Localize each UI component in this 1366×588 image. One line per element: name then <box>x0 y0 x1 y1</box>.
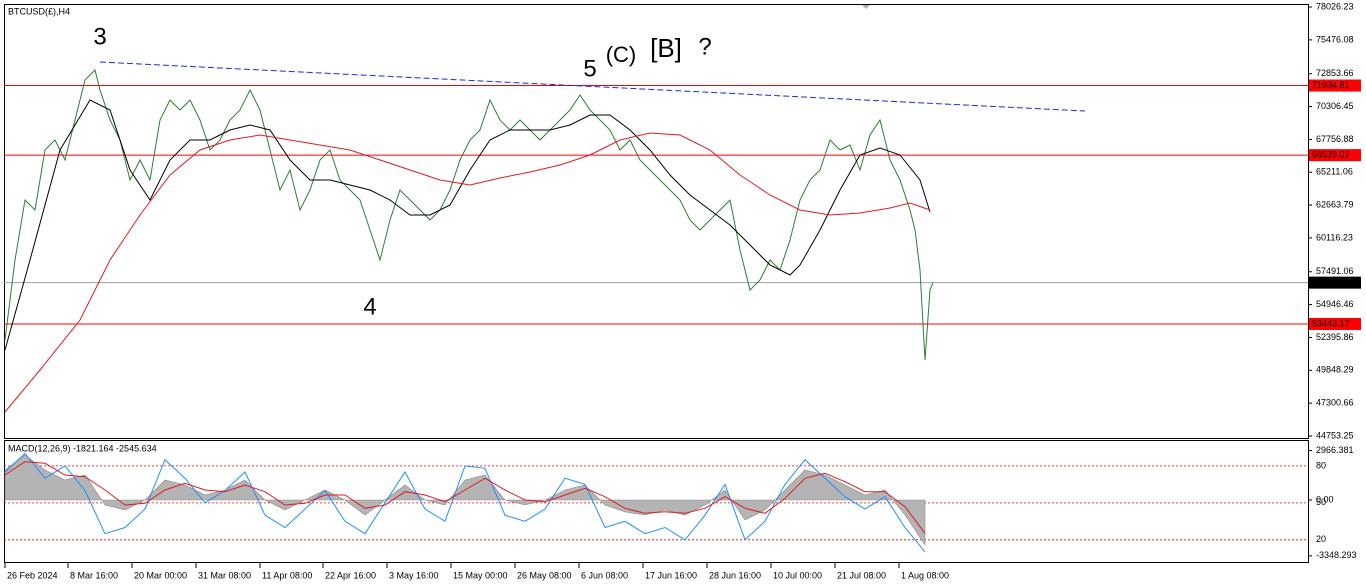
price-line <box>4 69 934 361</box>
indicator-title: MACD(12,26,9) -1821.164 -2545.634 <box>8 443 157 453</box>
wave-label: 5 <box>583 55 596 82</box>
trendline <box>99 61 1086 112</box>
x-tick-label: 6 Jun 08:00 <box>581 570 628 580</box>
x-tick-label: 8 Mar 16:00 <box>70 570 118 580</box>
wave-label: 4 <box>363 293 376 320</box>
y-tick-label: 0.00 <box>1316 494 1334 504</box>
y-tick-label: -3348.293 <box>1316 550 1357 560</box>
indicator-line <box>4 452 926 553</box>
wave-label: 3 <box>93 23 106 50</box>
x-tick-label: 1 Aug 08:00 <box>901 570 949 580</box>
x-tick-label: 10 Jul 00:00 <box>773 570 822 580</box>
y-tick-label: 72853.66 <box>1316 68 1354 78</box>
y-tick-label: 2966.381 <box>1316 445 1354 455</box>
wave-label: (C) <box>606 42 637 67</box>
y-tick-label: 60116.23 <box>1316 232 1353 242</box>
x-tick-label: 15 May 00:00 <box>453 570 508 580</box>
x-tick-label: 11 Apr 08:00 <box>262 570 312 580</box>
price-level-label: 71934.81 <box>1312 80 1350 90</box>
shift-marker <box>862 5 870 9</box>
x-tick-label: 22 Apr 16:00 <box>325 570 376 580</box>
histogram-area <box>4 454 926 546</box>
price-level-label: 56648.30 <box>1312 277 1350 287</box>
main-panel-frame <box>4 4 1309 439</box>
y-tick-label: 54946.46 <box>1316 299 1354 309</box>
x-tick-label: 3 May 16:00 <box>389 570 439 580</box>
y-tick-label: 65211.06 <box>1316 167 1353 177</box>
indicator-panel-frame <box>4 440 1309 563</box>
y2-tick-label: 50 <box>1316 497 1326 507</box>
y-tick-label: 49848.29 <box>1316 365 1354 375</box>
y-tick-label: 47300.66 <box>1316 398 1354 408</box>
y-tick-label: 70306.45 <box>1316 101 1354 111</box>
price-level-tag <box>1309 149 1361 162</box>
x-tick-label: 21 Jul 08:00 <box>837 570 886 580</box>
price-level-tag <box>1309 79 1361 92</box>
y2-tick-label: 20 <box>1316 534 1326 544</box>
x-tick-label: 28 Jun 16:00 <box>709 570 761 580</box>
y-tick-label: 78026.23 <box>1316 1 1354 11</box>
y-tick-label: 52395.86 <box>1316 332 1354 342</box>
x-tick-label: 31 Mar 08:00 <box>198 570 251 580</box>
y-tick-label: 62663.79 <box>1316 199 1354 209</box>
y-tick-label: 67756.88 <box>1316 134 1354 144</box>
y-tick-label: 75476.08 <box>1316 34 1354 44</box>
y-tick-label: 44753.25 <box>1316 430 1354 440</box>
wave-label: [B] <box>650 33 682 63</box>
x-tick-label: 20 Mar 00:00 <box>134 570 187 580</box>
indicator-line <box>4 461 926 534</box>
wave-label: ? <box>698 33 711 60</box>
y2-tick-label: 80 <box>1316 460 1326 470</box>
price-level-tag <box>1309 317 1361 330</box>
price-level-label: 66539.02 <box>1312 149 1350 159</box>
x-tick-label: 26 May 08:00 <box>517 570 572 580</box>
x-tick-label: 17 Jun 16:00 <box>645 570 697 580</box>
x-tick-label: 26 Feb 2024 <box>7 570 58 580</box>
moving-average <box>4 132 931 413</box>
price-level-tag <box>1309 276 1361 289</box>
price-level-label: 53443.17 <box>1312 318 1350 328</box>
y-tick-label: 57491.06 <box>1316 266 1354 276</box>
chart-title: BTCUSD(£),H4 <box>8 6 70 16</box>
moving-average <box>4 99 931 351</box>
